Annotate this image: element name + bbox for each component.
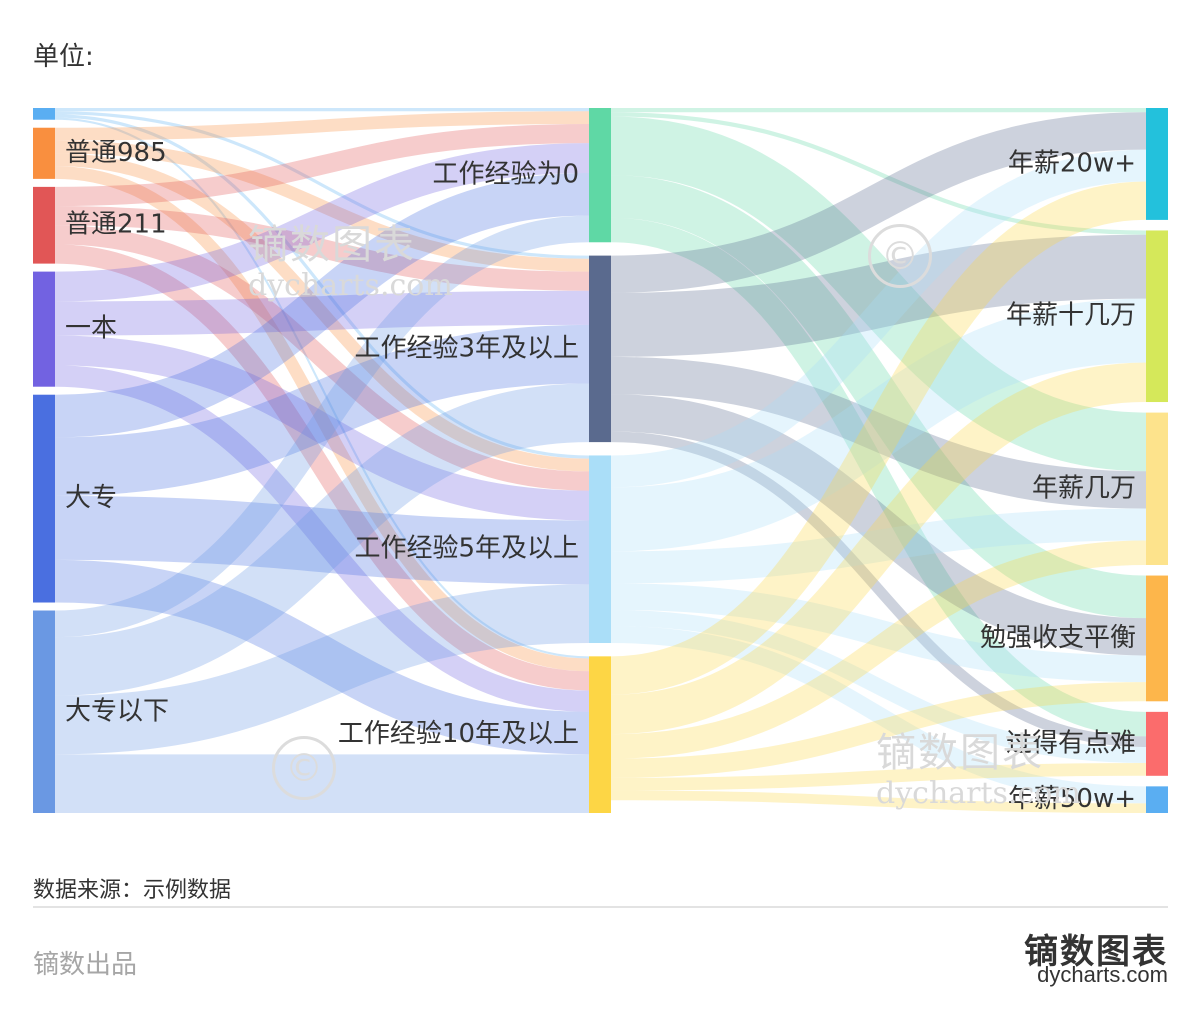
sankey-link <box>610 217 1147 737</box>
sankey-node-label: 工作经验3年及以上 <box>354 333 579 363</box>
sankey-node[interactable] <box>1146 108 1168 220</box>
sankey-node-label: 工作经验10年及以上 <box>338 719 579 749</box>
sankey-node-label: 大专 <box>65 483 117 513</box>
sankey-link <box>610 234 1147 357</box>
sankey-node[interactable] <box>1146 711 1168 776</box>
sankey-link <box>610 790 1147 813</box>
sankey-node-label: 年薪20w+ <box>1008 148 1136 178</box>
sankey-node-label: 年薪几万 <box>1032 473 1136 503</box>
sankey-link <box>610 540 1147 759</box>
sankey-link <box>54 166 590 672</box>
sankey-link <box>54 111 590 141</box>
sankey-link <box>610 181 1147 695</box>
sankey-link <box>610 112 1147 293</box>
sankey-node-label: 一本 <box>65 314 117 344</box>
data-source: 数据来源：示例数据 <box>33 878 232 903</box>
sankey-link <box>610 112 1147 235</box>
sankey-link <box>54 559 590 755</box>
sankey-links <box>54 107 1147 813</box>
sankey-node[interactable] <box>589 108 611 243</box>
sankey-link <box>54 290 590 336</box>
sankey-link <box>610 625 1147 804</box>
sankey-link <box>610 356 1147 509</box>
sankey-link <box>54 215 590 638</box>
sankey-link <box>610 149 1147 488</box>
sankey-link <box>54 383 590 696</box>
sankey-link <box>610 394 1147 656</box>
sankey-link <box>610 431 1147 748</box>
sankey-link <box>54 244 590 691</box>
sankey-link <box>610 116 1147 472</box>
sankey-link <box>54 324 590 496</box>
sankey-node[interactable] <box>589 455 611 644</box>
sankey-nodes <box>33 108 1168 813</box>
sankey-node-label: 大专以下 <box>65 696 169 726</box>
sankey-node[interactable] <box>33 186 55 264</box>
sankey-node[interactable] <box>33 610 55 813</box>
sankey-link <box>54 584 590 755</box>
sankey-link <box>54 173 590 438</box>
sankey-node[interactable] <box>33 127 55 179</box>
sankey-link <box>610 298 1147 552</box>
sankey-node[interactable] <box>33 271 55 387</box>
sankey-node[interactable] <box>33 108 55 120</box>
sankey-link <box>54 114 590 459</box>
sankey-link <box>610 508 1147 584</box>
sankey-link <box>610 583 1147 683</box>
sankey-node-label: 工作经验5年及以上 <box>354 534 579 564</box>
sankey-node[interactable] <box>1146 575 1168 702</box>
sankey-node-label: 年薪十几万 <box>1006 301 1136 331</box>
sankey-node-label: 普通211 <box>65 210 167 240</box>
sankey-node-label: 过得有点难 <box>1006 728 1136 758</box>
sankey-node[interactable] <box>1146 412 1168 565</box>
sankey-node[interactable] <box>1146 786 1168 813</box>
sankey-link <box>54 365 590 712</box>
sankey-link <box>610 609 1147 764</box>
sankey-link <box>610 175 1147 619</box>
sankey-node[interactable] <box>589 656 611 813</box>
sankey-link <box>610 362 1147 735</box>
sankey-link <box>54 206 590 291</box>
brand-url: dycharts.com <box>1037 962 1168 987</box>
sankey-link <box>610 763 1147 791</box>
sankey-link <box>54 111 590 259</box>
sankey-node-label: 勉强收支平衡 <box>980 623 1136 653</box>
sankey-node-label: 工作经验为0 <box>432 160 579 190</box>
sankey-link <box>54 335 590 521</box>
sankey-node[interactable] <box>1146 230 1168 403</box>
sankey-link <box>54 140 590 272</box>
sankey-node[interactable] <box>589 255 611 443</box>
sankey-link <box>54 117 590 659</box>
sankey-link <box>54 143 590 302</box>
sankey-node-label: 年薪50w+ <box>1008 784 1136 814</box>
sankey-link <box>610 682 1147 778</box>
unit-label: 单位: <box>33 42 94 72</box>
sankey-link <box>54 495 590 585</box>
divider <box>33 906 1168 908</box>
sankey-link <box>54 123 590 207</box>
brand-logo-text: 镝数图表 <box>1024 932 1168 972</box>
sankey-node-label: 普通985 <box>65 138 167 168</box>
credit-text: 镝数出品 <box>33 950 138 980</box>
sankey-link <box>54 153 590 472</box>
sankey-node[interactable] <box>33 394 55 603</box>
sankey-link <box>54 225 590 491</box>
